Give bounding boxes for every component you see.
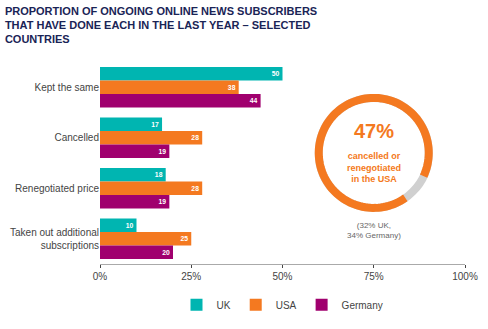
svg-text:28: 28	[191, 185, 199, 192]
svg-text:25%: 25%	[181, 271, 201, 282]
svg-text:Germany: Germany	[342, 300, 383, 311]
svg-text:44: 44	[250, 97, 258, 104]
svg-text:50%: 50%	[272, 271, 292, 282]
svg-text:18: 18	[155, 171, 163, 178]
svg-text:Renegotiated price: Renegotiated price	[15, 183, 99, 194]
svg-text:Taken out additionalsubscripti: Taken out additionalsubscriptions	[10, 227, 99, 251]
svg-text:47%: 47%	[354, 120, 394, 142]
svg-text:100%: 100%	[452, 271, 478, 282]
svg-text:Kept the same: Kept the same	[35, 82, 100, 93]
svg-text:25: 25	[180, 235, 188, 242]
svg-text:PROPORTION OF ONGOING ONLINE N: PROPORTION OF ONGOING ONLINE NEWS SUBSCR…	[5, 5, 317, 46]
svg-text:28: 28	[191, 134, 199, 141]
svg-text:USA: USA	[276, 300, 297, 311]
svg-text:38: 38	[228, 84, 236, 91]
svg-text:10: 10	[126, 222, 134, 229]
svg-text:17: 17	[151, 121, 159, 128]
svg-text:(32% UK,34% Germany): (32% UK,34% Germany)	[347, 221, 401, 240]
svg-text:19: 19	[159, 148, 167, 155]
svg-text:20: 20	[162, 249, 170, 256]
svg-text:50: 50	[272, 70, 280, 77]
svg-text:cancelled orrenegotiatedin the: cancelled orrenegotiatedin the USA	[347, 151, 401, 184]
svg-text:Cancelled: Cancelled	[55, 132, 99, 143]
svg-text:UK: UK	[217, 300, 231, 311]
svg-text:19: 19	[159, 198, 167, 205]
svg-text:0%: 0%	[93, 271, 108, 282]
svg-text:75%: 75%	[364, 271, 384, 282]
